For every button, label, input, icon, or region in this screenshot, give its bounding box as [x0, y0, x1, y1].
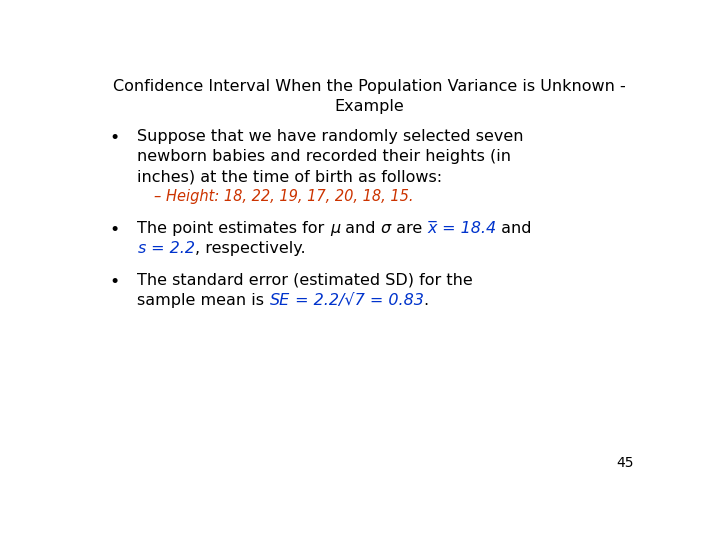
Text: = 18.4: = 18.4 — [436, 221, 495, 236]
Text: •: • — [109, 129, 120, 147]
Text: newborn babies and recorded their heights (in: newborn babies and recorded their height… — [138, 149, 511, 164]
Text: σ: σ — [381, 221, 391, 236]
Text: The point estimates for: The point estimates for — [138, 221, 330, 236]
Text: The standard error (estimated SD) for the: The standard error (estimated SD) for th… — [138, 273, 473, 288]
Text: sample mean is: sample mean is — [138, 293, 269, 308]
Text: μ: μ — [330, 221, 340, 236]
Text: = 2.2/√7 = 0.83: = 2.2/√7 = 0.83 — [290, 293, 423, 308]
Text: •: • — [109, 221, 120, 239]
Text: Suppose that we have randomly selected seven: Suppose that we have randomly selected s… — [138, 129, 524, 144]
Text: inches) at the time of birth as follows:: inches) at the time of birth as follows: — [138, 169, 443, 184]
Text: – Height: 18, 22, 19, 17, 20, 18, 15.: – Height: 18, 22, 19, 17, 20, 18, 15. — [154, 189, 414, 204]
Text: Confidence Interval When the Population Variance is Unknown -
Example: Confidence Interval When the Population … — [112, 79, 626, 114]
Text: are: are — [391, 221, 427, 236]
Text: 45: 45 — [616, 456, 634, 470]
Text: SE: SE — [269, 293, 290, 308]
Text: •: • — [109, 273, 120, 291]
Text: = 2.2: = 2.2 — [146, 241, 195, 256]
Text: , respectively.: , respectively. — [195, 241, 305, 256]
Text: .: . — [423, 293, 429, 308]
Text: and: and — [340, 221, 381, 236]
Text: s: s — [138, 241, 146, 256]
Text: and: and — [495, 221, 531, 236]
Text: ẋ̅: ẋ̅ — [427, 221, 436, 236]
